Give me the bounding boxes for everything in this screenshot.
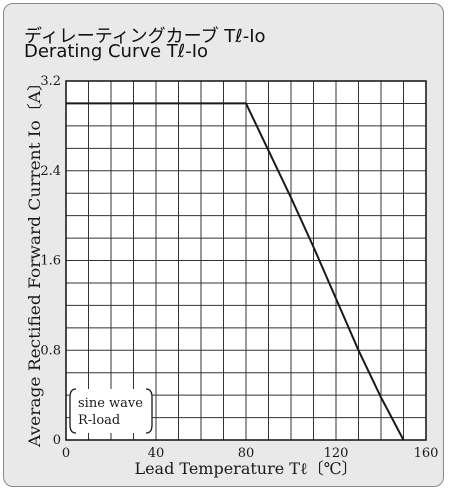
x-tick-label: 120 xyxy=(324,446,349,461)
x-tick-label: 0 xyxy=(62,446,70,461)
derating-curve xyxy=(66,102,405,441)
y-axis-label: Average Rectified Forward Current Io〔A〕 xyxy=(26,74,44,448)
legend-text: R-load xyxy=(78,413,120,428)
y-tick-label: 0 xyxy=(53,433,61,448)
y-tick-label: 0.8 xyxy=(40,343,61,358)
y-tick-label: 2.4 xyxy=(40,164,61,179)
legend-bracket-right xyxy=(145,388,153,434)
x-tick-label: 160 xyxy=(414,446,439,461)
y-tick-label: 1.6 xyxy=(40,254,61,269)
x-tick-label: 80 xyxy=(238,446,255,461)
x-axis-label: Lead Temperature Tℓ〔℃〕 xyxy=(134,459,357,478)
plot-frame xyxy=(65,80,427,441)
legend-background xyxy=(70,389,152,433)
legend-text: sine wave xyxy=(78,396,143,411)
chart-title-english: Derating Curve Tℓ-Io xyxy=(24,41,209,62)
x-tick-label: 40 xyxy=(148,446,165,461)
y-tick-label: 3.2 xyxy=(40,74,61,89)
legend-bracket-left xyxy=(69,388,77,434)
legend: sine wave R-load xyxy=(69,388,153,434)
chart-title-japanese: ディレーティングカーブ Tℓ-Io xyxy=(24,26,266,47)
